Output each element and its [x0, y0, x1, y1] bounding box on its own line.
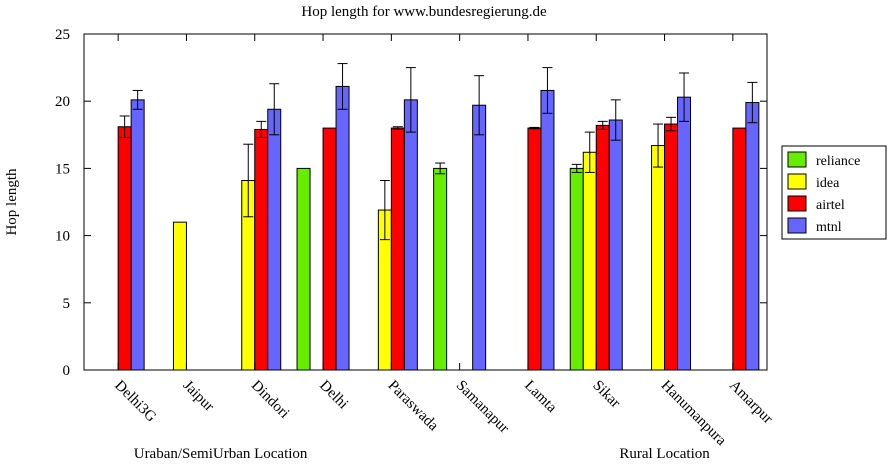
x-tick-label: Sikar [589, 378, 623, 412]
bar-mtnl-Delhi3G [130, 99, 145, 371]
legend-label-mtnl: mtnl [816, 220, 842, 235]
x-tick-label: Samanapur [453, 378, 512, 437]
legend: reliance idea airtel mtnl [781, 145, 887, 240]
bar-reliance-Delhi [296, 167, 311, 371]
bar-mtnl-Hanumanpura [677, 96, 692, 371]
plot-frame [83, 33, 768, 371]
group-label: Rural Location [619, 446, 710, 462]
x-tick-label: Dindori [248, 378, 292, 422]
bar-airtel-Hanumanpura [664, 123, 679, 371]
x-tick-label: Jaipur [180, 378, 217, 415]
bar-airtel-Lamta [527, 127, 542, 371]
bar-mtnl-Dindori [267, 108, 282, 371]
bar-mtnl-Paraswada [403, 99, 418, 371]
bar-airtel-Delhi3G [117, 126, 132, 371]
legend-swatch-airtel [787, 195, 807, 212]
chart-title: Hop length for www.bundesregierung.de [301, 4, 547, 20]
bar-airtel-Amarpur [732, 127, 747, 371]
bar-airtel-Sikar [595, 124, 610, 371]
plot-area: 0 5 10 15 20 25 Delhi3G Jaipur Dindori Delhi Paras… [55, 27, 776, 462]
bar-mtnl-Lamta [540, 89, 555, 371]
bar-mtnl-Samanapur [472, 104, 487, 371]
y-axis-label: Hop length [4, 168, 20, 236]
x-tick-label: Paraswada [385, 378, 442, 435]
bar-airtel-Delhi [322, 127, 337, 371]
y-tick-label: 20 [55, 94, 70, 110]
legend-swatch-idea [787, 173, 807, 190]
bar-idea-Hanumanpura [651, 145, 666, 371]
bar-idea-Sikar [582, 151, 597, 371]
y-tick-label: 10 [55, 229, 70, 245]
x-tick-label: Delhi3G [111, 378, 159, 426]
y-tick-label: 0 [63, 363, 71, 379]
bar-airtel-Paraswada [390, 127, 405, 371]
bar-mtnl-Sikar [608, 119, 623, 371]
y-tick-label: 5 [63, 296, 71, 312]
bar-reliance-Sikar [569, 167, 584, 371]
bar-mtnl-Amarpur [745, 102, 760, 371]
legend-swatch-mtnl [787, 217, 807, 234]
legend-label-idea: idea [816, 176, 840, 191]
group-label: Uraban/SemiUrban Location [134, 446, 308, 462]
legend-label-airtel: airtel [816, 198, 845, 213]
y-tick-label: 15 [55, 161, 70, 177]
bar-mtnl-Delhi [335, 85, 350, 371]
x-tick-label: Hanumanpura [658, 378, 730, 450]
x-tick-label: Delhi [316, 378, 351, 413]
bar-idea-Jaipur [172, 221, 187, 371]
legend-label-reliance: reliance [816, 154, 860, 169]
legend-swatch-reliance [787, 151, 807, 168]
x-tick-label: Lamta [521, 378, 560, 417]
bar-airtel-Dindori [254, 128, 269, 371]
x-tick-label: Amarpur [726, 378, 776, 428]
bar-reliance-Samanapur [433, 167, 448, 371]
y-tick-label: 25 [55, 27, 70, 43]
